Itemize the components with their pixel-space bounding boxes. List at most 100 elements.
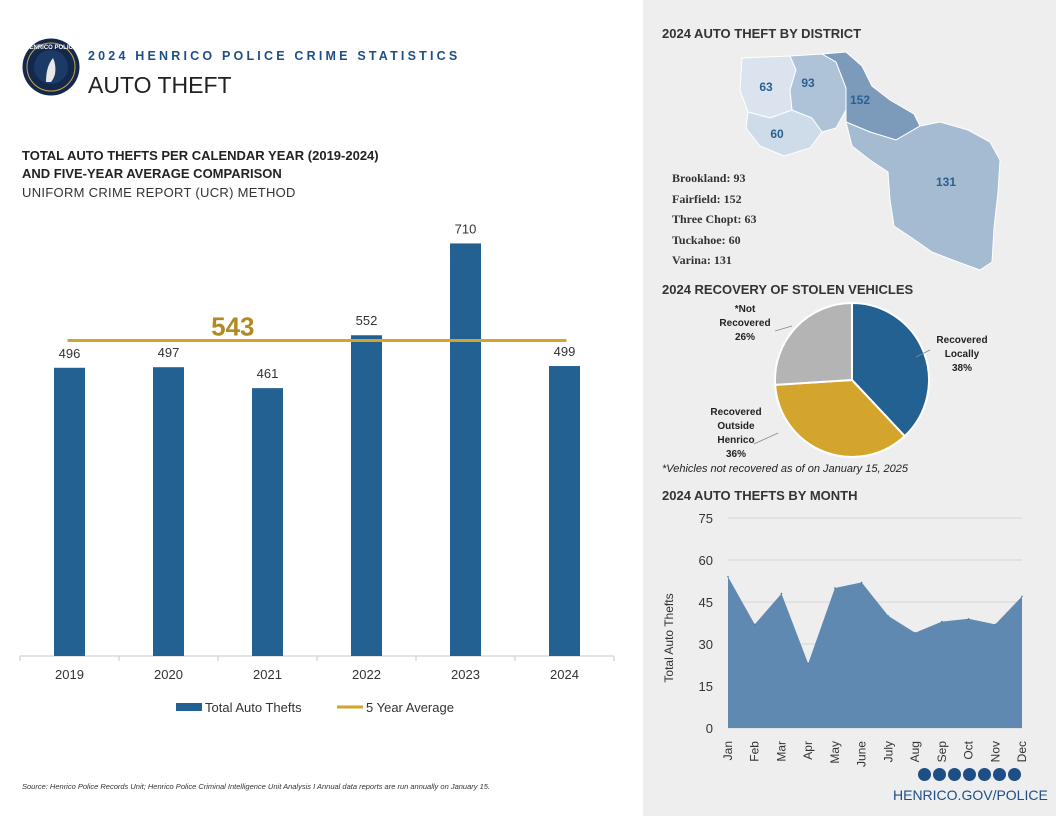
bar-chart-heading-line1: TOTAL AUTO THEFTS PER CALENDAR YEAR (201… bbox=[22, 148, 379, 163]
x-icon[interactable] bbox=[948, 768, 961, 781]
district-value-label: 60 bbox=[770, 127, 784, 141]
monthly-area-chart: 0 15 30 45 60 75 Jan Feb Mar Apr May June July Aug Sep… bbox=[662, 511, 1029, 767]
five-year-average-label: 543 bbox=[211, 311, 254, 341]
bar-value-label: 496 bbox=[59, 346, 81, 361]
x-tick-label: 2021 bbox=[253, 667, 282, 682]
pie-label: *Not bbox=[735, 304, 756, 315]
bar-2022 bbox=[351, 335, 382, 656]
recovery-footnote: *Vehicles not recovered as of on January… bbox=[662, 463, 909, 475]
district-varina bbox=[845, 121, 1001, 271]
threads-icon[interactable] bbox=[963, 768, 976, 781]
x-tick-label: May bbox=[828, 741, 842, 764]
bar-value-label: 499 bbox=[554, 344, 576, 359]
district-section-title: 2024 AUTO THEFT BY DISTRICT bbox=[662, 26, 862, 41]
x-tick-label: Sep bbox=[935, 741, 949, 763]
nextdoor-icon[interactable] bbox=[978, 768, 991, 781]
district-item: Fairfield: 152 bbox=[672, 191, 742, 206]
district-item: Three Chopt: 63 bbox=[672, 212, 757, 226]
bar-value-label: 461 bbox=[257, 366, 279, 381]
x-tick-label: Dec bbox=[1015, 741, 1029, 762]
x-tick-label: Oct bbox=[962, 740, 976, 759]
pie-label: 38% bbox=[952, 363, 972, 374]
x-tick-label: Jan bbox=[721, 741, 735, 760]
social-icons bbox=[918, 768, 1021, 781]
bar-chart-heading: TOTAL AUTO THEFTS PER CALENDAR YEAR (201… bbox=[22, 147, 379, 183]
area-point-Oct bbox=[967, 618, 970, 620]
x-tick-label: July bbox=[881, 741, 895, 762]
x-tick-label: Feb bbox=[748, 741, 762, 762]
svg-text:HENRICO POLICE: HENRICO POLICE bbox=[25, 45, 77, 51]
x-tick-label: Aug bbox=[908, 741, 922, 762]
annual-bar-chart: 496 2019 497 2020 461 2021 552 2022 710 2023 499 20… bbox=[19, 221, 615, 715]
district-value-label: 93 bbox=[801, 76, 815, 90]
pie-leader-line bbox=[915, 349, 931, 358]
bar-2020 bbox=[153, 367, 184, 656]
bar-2019 bbox=[54, 367, 85, 656]
district-item: Varina: 131 bbox=[672, 253, 732, 267]
henrico-police-seal: HENRICO POLICE bbox=[22, 38, 80, 96]
pie-leader-line bbox=[753, 432, 779, 445]
y-tick-label: 60 bbox=[699, 553, 713, 568]
pie-label: Recovered bbox=[710, 407, 761, 418]
bar-2023 bbox=[450, 243, 481, 656]
district-value-label: 63 bbox=[759, 80, 773, 94]
pie-label: Recovered bbox=[719, 318, 770, 329]
recovery-section-title: 2024 RECOVERY OF STOLEN VEHICLES bbox=[662, 282, 914, 297]
area-point-July bbox=[887, 615, 890, 617]
area-point-Feb bbox=[753, 623, 756, 626]
youtube-icon[interactable] bbox=[993, 768, 1006, 781]
facebook-icon[interactable] bbox=[918, 768, 931, 781]
pie-leader-line bbox=[774, 325, 793, 332]
x-tick-label: Mar bbox=[774, 741, 788, 762]
district-list: Brookland: 93 Fairfield: 152 Three Chopt… bbox=[672, 168, 756, 271]
pie-label: 26% bbox=[735, 332, 755, 343]
pie-slice bbox=[851, 301, 930, 438]
pie-label: Outside bbox=[717, 421, 755, 432]
area-point-June bbox=[860, 581, 863, 584]
district-tuckahoe bbox=[745, 109, 823, 157]
bar-2024 bbox=[549, 366, 580, 656]
x-tick-label: 2023 bbox=[451, 667, 480, 682]
bar-value-label: 710 bbox=[455, 221, 477, 236]
x-tick-label: 2024 bbox=[550, 667, 579, 682]
bar-chart-subheading: UNIFORM CRIME REPORT (UCR) METHOD bbox=[22, 185, 296, 200]
y-axis-title: Total Auto Thefts bbox=[662, 593, 676, 682]
district-item: Tuckahoe: 60 bbox=[672, 232, 741, 247]
x-tick-label: Nov bbox=[988, 741, 1002, 762]
legend-line-label: 5 Year Average bbox=[366, 700, 454, 715]
page-title: AUTO THEFT bbox=[88, 72, 232, 98]
recovery-pie-chart: Recovered Locally 38% Recovered Outside Henri… bbox=[710, 301, 988, 460]
area-point-Dec bbox=[1021, 595, 1023, 598]
instagram-icon[interactable] bbox=[933, 768, 946, 781]
x-tick-label: 2022 bbox=[352, 667, 381, 682]
y-tick-label: 45 bbox=[699, 595, 713, 610]
area-point-Sep bbox=[941, 620, 943, 623]
bar-value-label: 497 bbox=[158, 345, 180, 360]
bar-value-label: 552 bbox=[356, 313, 378, 328]
monthly-section-title: 2024 AUTO THEFTS BY MONTH bbox=[662, 488, 858, 503]
area-point-Nov bbox=[994, 623, 997, 626]
bar-2021 bbox=[252, 388, 283, 656]
district-value-label: 131 bbox=[936, 175, 956, 189]
x-tick-label: 2020 bbox=[154, 667, 183, 682]
area-series bbox=[728, 576, 1022, 728]
area-point-Aug bbox=[914, 632, 916, 634]
area-point-Mar bbox=[780, 592, 783, 595]
pie-label: Recovered bbox=[936, 335, 987, 346]
source-note: Source: Henrico Police Records Unit; Hen… bbox=[22, 782, 491, 791]
district-value-label: 152 bbox=[850, 93, 870, 107]
pie-slice bbox=[774, 378, 907, 458]
pie-slice bbox=[774, 301, 853, 386]
legend-bar-swatch bbox=[176, 703, 202, 711]
district-item: Brookland: 93 bbox=[672, 171, 746, 185]
pie-label: Locally bbox=[945, 349, 980, 360]
x-tick-label: 2019 bbox=[55, 667, 84, 682]
x-tick-label: June bbox=[855, 741, 869, 767]
bar-chart-heading-line2: AND FIVE-YEAR AVERAGE COMPARISON bbox=[22, 166, 282, 181]
linkedin-icon[interactable] bbox=[1008, 768, 1021, 781]
y-tick-label: 75 bbox=[699, 511, 713, 526]
area-point-May bbox=[834, 587, 836, 589]
website-link[interactable]: HENRICO.GOV/POLICE bbox=[893, 787, 1048, 803]
report-kicker: 2024 HENRICO POLICE CRIME STATISTICS bbox=[88, 49, 461, 63]
y-tick-label: 0 bbox=[706, 721, 713, 736]
